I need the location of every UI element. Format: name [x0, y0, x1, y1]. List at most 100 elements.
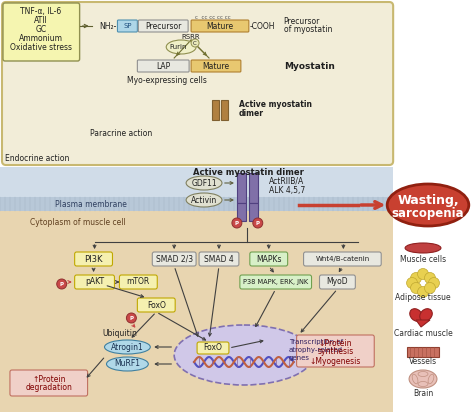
Text: Cytoplasm of muscle cell: Cytoplasm of muscle cell: [30, 218, 126, 227]
Text: dimer: dimer: [239, 108, 264, 117]
FancyBboxPatch shape: [152, 252, 196, 266]
Text: Vessels: Vessels: [409, 358, 437, 367]
Text: P: P: [235, 220, 239, 225]
Ellipse shape: [387, 184, 469, 226]
Circle shape: [418, 269, 428, 279]
FancyBboxPatch shape: [74, 252, 112, 266]
Text: Ubiquitin: Ubiquitin: [102, 328, 137, 337]
Text: pAKT: pAKT: [85, 278, 104, 286]
Ellipse shape: [186, 193, 222, 207]
Text: mTOR: mTOR: [127, 278, 150, 286]
Text: -COOH: -COOH: [250, 21, 275, 30]
Text: P: P: [256, 220, 260, 225]
FancyBboxPatch shape: [137, 298, 175, 312]
FancyBboxPatch shape: [319, 275, 356, 289]
Bar: [0, 197, 393, 211]
Text: NH₂-: NH₂-: [100, 21, 117, 30]
Text: ↓Protein: ↓Protein: [319, 339, 352, 347]
Circle shape: [410, 272, 421, 283]
Text: Precursor: Precursor: [145, 21, 182, 30]
Ellipse shape: [107, 357, 148, 371]
Text: Mature: Mature: [202, 61, 229, 70]
FancyBboxPatch shape: [137, 60, 189, 72]
Ellipse shape: [409, 370, 437, 388]
Text: Paracrine action: Paracrine action: [90, 129, 152, 138]
Bar: [237, 173, 246, 203]
Text: Cardiac muscle: Cardiac muscle: [393, 328, 452, 337]
Circle shape: [57, 279, 67, 289]
Text: Transcription of: Transcription of: [289, 339, 343, 345]
Text: synthesis: synthesis: [317, 347, 354, 356]
Ellipse shape: [420, 309, 432, 321]
Text: Wasting,: Wasting,: [397, 194, 459, 206]
Bar: [221, 100, 228, 120]
FancyBboxPatch shape: [3, 3, 80, 61]
Text: MyoD: MyoD: [327, 278, 348, 286]
Text: Active myostatin dimer: Active myostatin dimer: [193, 168, 304, 176]
Text: Plasma membrane: Plasma membrane: [55, 199, 127, 208]
FancyBboxPatch shape: [2, 2, 393, 165]
Ellipse shape: [186, 176, 222, 190]
FancyBboxPatch shape: [191, 20, 249, 32]
Text: GDF11: GDF11: [191, 178, 217, 187]
Text: ALK 4,5,7: ALK 4,5,7: [269, 185, 305, 194]
Circle shape: [418, 286, 428, 297]
Text: MAPKs: MAPKs: [256, 255, 282, 264]
Text: Furin: Furin: [169, 44, 187, 50]
Text: Endocrine action: Endocrine action: [5, 154, 69, 162]
Text: Ammonium: Ammonium: [19, 33, 63, 42]
Text: Adipose tissue: Adipose tissue: [395, 293, 451, 302]
Bar: [249, 173, 258, 203]
Bar: [237, 203, 246, 221]
Circle shape: [425, 272, 436, 283]
Text: SMAD 4: SMAD 4: [204, 255, 234, 264]
Circle shape: [253, 218, 263, 228]
Text: Active myostatin: Active myostatin: [239, 100, 312, 108]
Text: Myo-expressing cells: Myo-expressing cells: [128, 75, 207, 84]
Ellipse shape: [104, 340, 150, 354]
Text: ↓Myogenesis: ↓Myogenesis: [310, 356, 361, 365]
Circle shape: [407, 278, 418, 288]
Bar: [0, 207, 393, 412]
Text: of myostatin: of myostatin: [283, 24, 332, 33]
Text: Mature: Mature: [206, 21, 234, 30]
Ellipse shape: [410, 309, 422, 321]
Text: PI3K: PI3K: [84, 255, 103, 264]
FancyBboxPatch shape: [199, 252, 239, 266]
Text: C: C: [193, 40, 197, 45]
Text: Brain: Brain: [413, 389, 433, 398]
Text: P38 MAPK, ERK, JNK: P38 MAPK, ERK, JNK: [243, 279, 308, 285]
Circle shape: [232, 218, 242, 228]
FancyBboxPatch shape: [138, 20, 188, 32]
FancyBboxPatch shape: [119, 275, 157, 289]
Text: Wnt4/B-catenin: Wnt4/B-catenin: [315, 256, 370, 262]
Text: SP: SP: [123, 23, 132, 29]
Text: Oxidative stress: Oxidative stress: [10, 42, 72, 52]
Text: MuRF1: MuRF1: [114, 360, 140, 368]
Text: c  cc cc cc cc: c cc cc cc cc: [195, 14, 231, 19]
Text: sarcopenia: sarcopenia: [392, 206, 465, 220]
Text: Activin: Activin: [191, 196, 217, 204]
Circle shape: [127, 313, 137, 323]
Text: ActRIIB/A: ActRIIB/A: [269, 176, 304, 185]
Ellipse shape: [174, 325, 313, 385]
Text: atrophy-related: atrophy-related: [289, 347, 343, 353]
Text: P: P: [60, 281, 64, 286]
Circle shape: [428, 278, 439, 288]
Text: degradation: degradation: [25, 384, 72, 393]
FancyBboxPatch shape: [303, 252, 381, 266]
Text: P: P: [129, 316, 133, 321]
Bar: [0, 167, 393, 207]
Bar: [212, 100, 219, 120]
Text: SMAD 2/3: SMAD 2/3: [155, 255, 193, 264]
Polygon shape: [416, 320, 430, 327]
Text: FoxO: FoxO: [203, 344, 222, 353]
FancyBboxPatch shape: [191, 60, 241, 72]
Bar: [249, 203, 258, 221]
Ellipse shape: [405, 243, 441, 253]
Text: TNF-α, IL-6: TNF-α, IL-6: [20, 7, 62, 16]
FancyBboxPatch shape: [250, 252, 288, 266]
Text: FoxO: FoxO: [147, 300, 166, 309]
Text: Precursor: Precursor: [283, 16, 320, 26]
FancyBboxPatch shape: [10, 370, 88, 396]
